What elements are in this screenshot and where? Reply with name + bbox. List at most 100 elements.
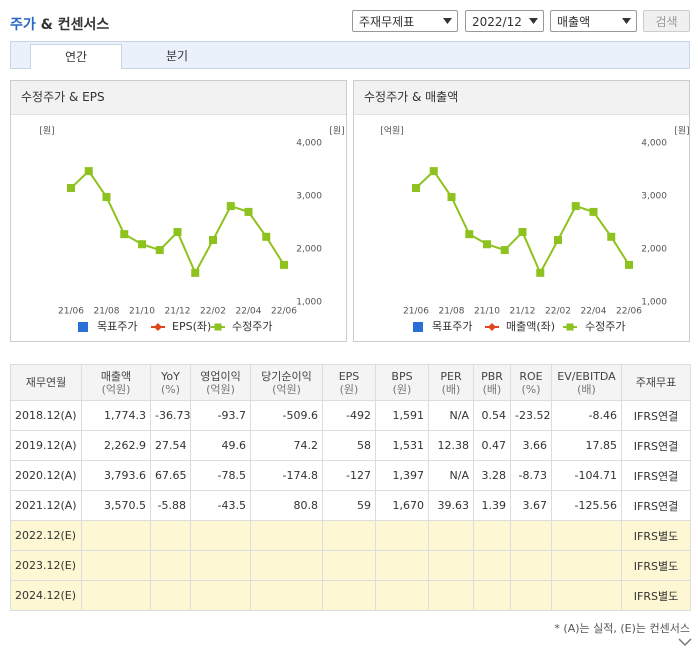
chart-panel: 수정주가 & 매출액: [353, 80, 690, 342]
tab-active[interactable]: 연간: [30, 44, 122, 69]
data-point: [209, 235, 217, 244]
table-cell: 2020.12(A): [10, 460, 82, 491]
table-cell: [510, 580, 552, 611]
x-tick-label: 21/06: [403, 307, 429, 317]
table-cell: 1,774.3: [81, 400, 151, 431]
data-point: [447, 193, 456, 202]
data-point: [554, 235, 562, 244]
table-cell: [190, 550, 251, 581]
table-cell: IFRS연결: [621, 490, 691, 521]
select[interactable]: 매출액: [550, 10, 637, 32]
data-point: [262, 232, 271, 241]
select-text: 2022/12: [472, 15, 522, 29]
data-point: [226, 202, 235, 211]
table-cell: [551, 550, 622, 581]
tab[interactable]: 분기: [165, 49, 189, 63]
table-cell: 58: [322, 430, 376, 461]
table-cell: IFRS연결: [621, 430, 691, 461]
table-cell: IFRS별도: [621, 520, 691, 551]
select[interactable]: 2022/12: [465, 10, 544, 32]
header-line: 매출액: [100, 369, 132, 383]
table-cell: -127: [322, 460, 376, 491]
table-cell: -104.71: [551, 460, 622, 491]
data-point: [483, 240, 491, 249]
table-cell: [473, 550, 511, 581]
header-line: EPS: [338, 369, 360, 383]
y-tick-label: 3,000: [296, 192, 322, 202]
data-point: [102, 193, 111, 202]
legend-label: 수정주가: [232, 320, 272, 333]
table-cell: 2024.12(E): [10, 580, 82, 611]
legend-label: EPS(좌): [172, 320, 211, 333]
chart-panel: 수정주가 & EPS: [10, 80, 347, 342]
table-cell: 59: [322, 490, 376, 521]
data-point: [625, 260, 633, 269]
table-cell: 3,793.6: [81, 460, 151, 491]
select[interactable]: 주재무제표: [352, 10, 458, 32]
data-point: [607, 232, 616, 241]
table-cell: [473, 580, 511, 611]
data-point: [244, 207, 253, 216]
table-cell: -5.88: [150, 490, 191, 521]
series-line: [415, 169, 630, 276]
chart-title: 수정주가 & EPS: [11, 81, 346, 115]
x-tick-label: 21/08: [439, 307, 465, 317]
table-cell: [375, 520, 429, 551]
column-header: PBR (배): [473, 364, 511, 401]
header-line: ROE: [519, 369, 543, 383]
table-cell: 1,531: [375, 430, 429, 461]
y-tick-label: 1,000: [296, 298, 322, 308]
table-row: 2020.12(A) 3,793.6 67.65 -78.5 -174.8 -127 1,3…: [10, 460, 691, 491]
column-header: 영업이익 (억원): [190, 364, 251, 401]
charts: [원] [원] 1,000 2,000 3,000 4,000 21/06 21/08 21/1…: [39, 125, 689, 334]
x-tick-label: 22/06: [616, 307, 642, 317]
table-cell: 3,570.5: [81, 490, 151, 521]
table-cell: [428, 520, 474, 551]
y-tick-label: 3,000: [641, 192, 667, 202]
search-button[interactable]: 검색: [643, 10, 690, 32]
expand-icon[interactable]: [678, 637, 692, 647]
table-cell: [190, 580, 251, 611]
legend-label: 목표주가: [97, 320, 137, 333]
table-cell: 39.63: [428, 490, 474, 521]
tab-bar: [10, 41, 690, 69]
table-cell: 2018.12(A): [10, 400, 82, 431]
table-cell: 1,670: [375, 490, 429, 521]
x-tick-label: 21/12: [510, 307, 536, 317]
table-cell: [428, 550, 474, 581]
table-cell: [510, 520, 552, 551]
data-point: [191, 268, 200, 277]
table-cell: [81, 520, 151, 551]
header-line: (%): [521, 382, 541, 396]
table-cell: 3.66: [510, 430, 552, 461]
table-cell: -78.5: [190, 460, 251, 491]
x-tick-label: 21/08: [94, 307, 120, 317]
data-point: [465, 230, 474, 239]
legend-label: 목표주가: [432, 320, 472, 333]
column-header: 당기순이익 (억원): [250, 364, 323, 401]
header-line: PBR: [481, 369, 503, 383]
column-header: 재무연월: [10, 364, 82, 401]
table-cell: 80.8: [250, 490, 323, 521]
table-cell: N/A: [428, 460, 474, 491]
table-cell: IFRS연결: [621, 400, 691, 431]
table-cell: 12.38: [428, 430, 474, 461]
table-cell: 1.39: [473, 490, 511, 521]
table-cell: -125.56: [551, 490, 622, 521]
x-tick-label: 21/10: [129, 307, 155, 317]
legend-marker: [78, 322, 88, 332]
header-line: 재무연월: [25, 376, 67, 389]
x-tick-label: 22/02: [545, 307, 571, 317]
data-point: [280, 260, 288, 269]
data-point: [138, 240, 146, 249]
header-line: PER: [440, 369, 462, 383]
table-cell: [190, 520, 251, 551]
legend-marker: [488, 323, 496, 331]
table-row: 2019.12(A) 2,262.9 27.54 49.6 74.2 58 1,531 12.…: [10, 430, 691, 461]
table-cell: [551, 520, 622, 551]
table-cell: 3.28: [473, 460, 511, 491]
caret: [622, 18, 631, 24]
y-axis-label: [원]: [39, 126, 54, 137]
table-cell: 49.6: [190, 430, 251, 461]
